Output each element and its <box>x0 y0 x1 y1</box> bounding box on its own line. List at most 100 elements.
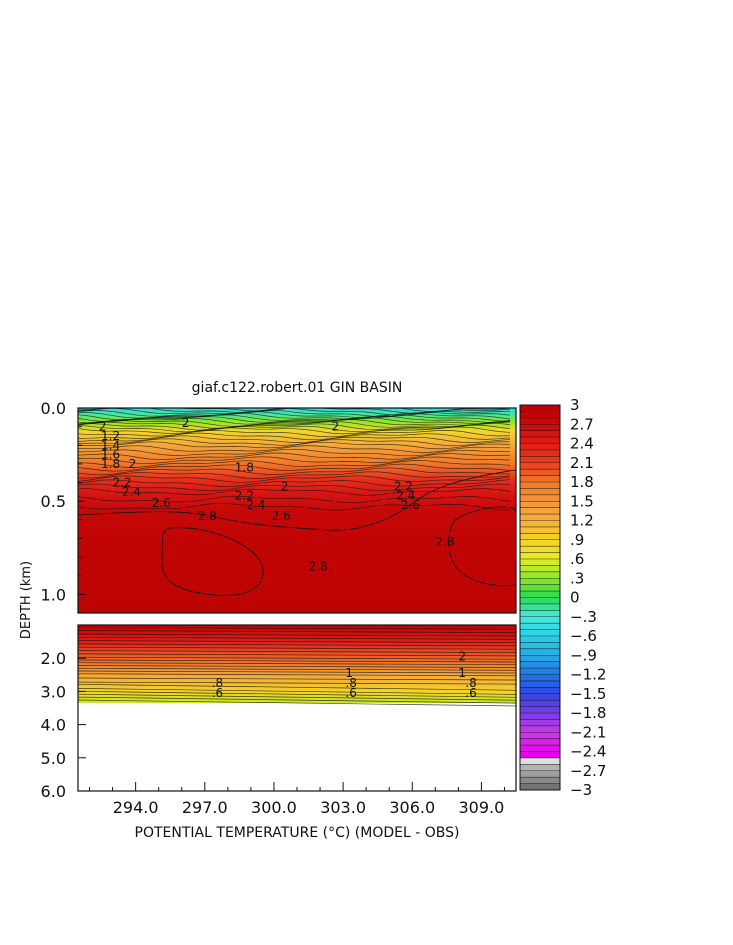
lower-contour-line <box>78 643 516 647</box>
upper-contour-line <box>78 475 511 483</box>
colorbar-cell <box>520 623 560 630</box>
x-axis: 294.0 297.0 300.0 303.0 306.0 309.0 <box>89 782 505 817</box>
colorbar-cell <box>520 501 560 508</box>
lower-contour-line <box>78 656 516 660</box>
colorbar-cell <box>520 648 560 656</box>
y-tick-label: 3.0 <box>41 682 66 701</box>
colorbar-cell <box>520 603 560 611</box>
colorbar-label: 1.5 <box>570 492 594 510</box>
colorbar-label: −2.7 <box>570 762 606 780</box>
x-tick-label: 303.0 <box>320 798 366 817</box>
contour-label: 2.6 <box>152 496 171 510</box>
colorbar-label: 2.4 <box>570 435 594 453</box>
colorbar-cell <box>520 616 560 624</box>
y-tick-label: 0.5 <box>41 492 66 511</box>
upper-contour-line <box>78 487 511 496</box>
colorbar-cell <box>520 687 560 695</box>
upper-contour-line <box>78 441 511 450</box>
lower-contour-line <box>78 683 516 691</box>
contour-label: .8 <box>465 676 476 690</box>
contour-label: 2 <box>129 457 137 471</box>
lower-contour-line <box>78 667 516 671</box>
colorbar-label: −1.2 <box>570 666 606 684</box>
contour-label: 1.4 <box>101 438 120 452</box>
colorbar-cell <box>520 584 560 592</box>
contour-label: 2.6 <box>401 498 420 512</box>
colorbar-cell <box>520 507 560 515</box>
colorbar-cell <box>520 725 560 733</box>
colorbar-cell <box>520 488 560 496</box>
colorbar-cell <box>520 610 560 618</box>
colorbar-cell <box>520 706 560 714</box>
y-tick-label: 2.0 <box>41 649 66 668</box>
colorbar-cell <box>520 680 560 688</box>
lower-contour-lines <box>78 626 516 707</box>
y-tick-label: 1.0 <box>41 585 66 604</box>
colorbar-cell <box>520 738 560 746</box>
contour-label: 2.2 <box>394 479 413 493</box>
x-tick-label: 306.0 <box>389 798 435 817</box>
lower-contour-labels: 21 1.8.8.8.6.6.6 <box>212 650 477 701</box>
upper-contour-line <box>78 426 511 435</box>
upper-contour-line <box>78 438 511 447</box>
contour-label: .6 <box>345 686 356 700</box>
colorbar-cell <box>520 713 560 720</box>
upper-contour-line <box>78 417 511 425</box>
colorbar-cell <box>520 745 560 752</box>
contour-label: 2 <box>99 420 107 434</box>
colorbar-cell <box>520 514 560 521</box>
y-tick-label: 5.0 <box>41 749 66 768</box>
colorbar-cells <box>520 404 560 791</box>
colorbar-label: −3 <box>570 781 592 799</box>
colorbar-cell <box>520 546 560 553</box>
colorbar-cell <box>520 494 560 502</box>
upper-contour-line <box>78 483 511 492</box>
contour-label: 2.8 <box>198 509 217 523</box>
lower-contour-line <box>78 630 516 633</box>
colorbar-cell <box>520 571 560 579</box>
colorbar-cell <box>520 462 560 470</box>
colorbar: 32.72.42.11.81.51.2.9.6.30−.3−.6−.9−1.2−… <box>519 396 606 799</box>
colorbar-cell <box>520 578 560 585</box>
colorbar-cell <box>520 443 560 451</box>
deep-blob-right <box>448 506 516 586</box>
contour-label: 2.8 <box>435 535 454 549</box>
colorbar-cell <box>520 661 560 669</box>
upper-contour-labels: 1.21.41.61.8 22.22.42.62.82.22.42.621.82.… <box>99 416 455 574</box>
colorbar-cell <box>520 417 560 425</box>
lower-contour-line <box>78 696 516 704</box>
colorbar-cell <box>520 482 560 489</box>
contour-label: 1.2 <box>101 429 120 443</box>
colorbar-cell <box>520 411 560 419</box>
x-axis-label: POTENTIAL TEMPERATURE (°C) (MODEL - OBS) <box>135 825 460 841</box>
contour-label: 2.2 <box>113 476 132 490</box>
contour-label: .6 <box>212 686 223 700</box>
colorbar-cell <box>520 424 560 431</box>
lower-contour-line <box>78 699 516 707</box>
colorbar-cell <box>520 559 560 566</box>
colorbar-cell <box>520 668 560 675</box>
colorbar-cell <box>520 719 560 727</box>
contour-label: 1.8 <box>101 457 120 471</box>
colorbar-cell <box>520 693 560 701</box>
x-tick-label: 309.0 <box>459 798 505 817</box>
colorbar-cell <box>520 469 560 476</box>
colorbar-label: −.9 <box>570 646 597 664</box>
contour-label: 2.6 <box>272 509 291 523</box>
upper-contour-line <box>78 430 511 438</box>
y-tick-label: 4.0 <box>41 716 66 735</box>
lower-contour-line <box>78 670 516 674</box>
upper-contour-line <box>78 435 511 443</box>
colorbar-cell <box>520 591 560 598</box>
lower-contour-line <box>78 659 516 663</box>
colorbar-label: 1.2 <box>570 512 594 530</box>
contour-label: 2 <box>458 650 466 664</box>
upper-contour-line <box>78 463 511 472</box>
colorbar-cell <box>520 629 560 637</box>
colorbar-cell <box>520 539 560 547</box>
colorbar-cell <box>520 757 560 765</box>
colorbar-label: 0 <box>570 589 580 607</box>
colorbar-label: −2.1 <box>570 723 606 741</box>
upper-contour-line <box>78 503 511 511</box>
